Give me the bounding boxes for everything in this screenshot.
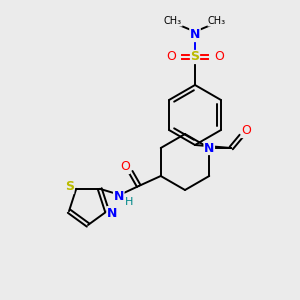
Text: N: N bbox=[114, 190, 124, 202]
Text: H: H bbox=[124, 197, 133, 207]
Text: O: O bbox=[166, 50, 176, 64]
Text: S: S bbox=[65, 180, 74, 193]
Text: O: O bbox=[214, 50, 224, 64]
Text: S: S bbox=[190, 50, 200, 64]
Text: N: N bbox=[107, 207, 117, 220]
Text: CH₃: CH₃ bbox=[164, 16, 182, 26]
Text: N: N bbox=[190, 28, 200, 41]
Text: O: O bbox=[241, 124, 251, 137]
Text: CH₃: CH₃ bbox=[208, 16, 226, 26]
Text: O: O bbox=[120, 160, 130, 173]
Text: N: N bbox=[204, 142, 214, 154]
